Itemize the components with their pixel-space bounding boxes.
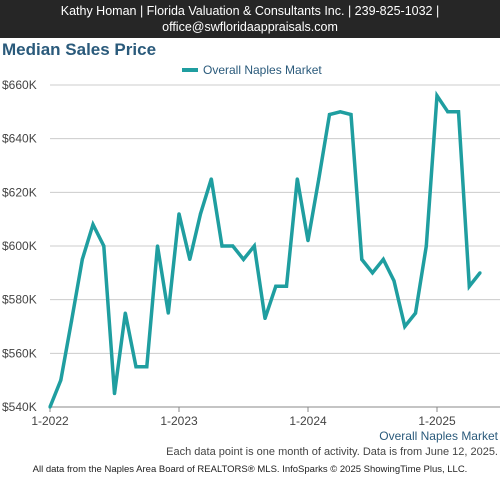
data-point <box>252 244 256 248</box>
data-point <box>467 284 471 288</box>
data-point <box>91 222 95 227</box>
data-point <box>295 177 299 181</box>
data-point <box>209 177 213 181</box>
footer-credit: All data from the Naples Area Board of R… <box>32 464 468 475</box>
data-point <box>69 319 74 323</box>
contact-header: Kathy Homan | Florida Valuation & Consul… <box>0 0 500 38</box>
y-tick-label: $620K <box>2 185 37 199</box>
data-point <box>102 244 106 248</box>
data-point <box>360 257 364 262</box>
data-point <box>80 257 84 262</box>
data-point <box>155 244 160 248</box>
data-point <box>413 311 418 315</box>
data-point <box>241 257 246 262</box>
data-point <box>349 112 353 117</box>
series-line-overall-naples-market <box>48 90 482 408</box>
y-tick-label: $580K <box>2 293 37 307</box>
data-point <box>478 271 482 275</box>
data-point <box>306 239 310 243</box>
data-point <box>274 284 278 288</box>
data-point <box>317 177 321 181</box>
x-tick-label: 1-2023 <box>160 414 198 428</box>
data-point <box>263 316 267 321</box>
data-point <box>166 311 170 315</box>
data-point <box>403 324 407 329</box>
data-point <box>456 110 461 114</box>
legend-swatch <box>182 68 198 72</box>
data-point <box>338 110 342 114</box>
x-tick-label: 1-2022 <box>31 414 69 428</box>
legend-label: Overall Naples Market <box>203 63 322 77</box>
data-point <box>134 365 138 369</box>
data-point <box>145 365 149 369</box>
data-note: Each data point is one month of activity… <box>166 446 498 458</box>
x-tick-label: 1-2025 <box>418 414 456 428</box>
data-point <box>59 378 63 382</box>
data-point <box>435 94 439 98</box>
line-chart: $540K $560K $580K $600K $620K $640K $660K 1-202… <box>2 78 500 428</box>
data-point <box>381 257 385 262</box>
chart-title: Median Sales Price <box>2 40 157 59</box>
data-point <box>231 244 235 248</box>
data-point <box>112 391 117 396</box>
data-point <box>220 244 224 248</box>
y-tick-label: $600K <box>2 239 37 253</box>
data-point <box>424 244 428 248</box>
data-point <box>327 112 332 117</box>
data-point <box>446 110 450 114</box>
contact-line-1: Kathy Homan | Florida Valuation & Consul… <box>60 4 440 18</box>
x-tick-label: 1-2024 <box>289 414 327 428</box>
chart-legend: Overall Naples Market <box>182 63 322 77</box>
y-tick-label: $640K <box>2 132 37 146</box>
data-point <box>392 279 396 283</box>
data-point <box>177 212 181 216</box>
data-point <box>123 311 127 315</box>
y-tick-label: $560K <box>2 346 37 360</box>
y-tick-label: $660K <box>2 78 37 92</box>
data-point <box>188 257 192 262</box>
market-label: Overall Naples Market <box>379 429 498 443</box>
data-point <box>284 284 289 288</box>
y-tick-label: $540K <box>2 400 37 414</box>
data-point <box>48 405 52 409</box>
data-point <box>198 212 203 216</box>
data-point <box>370 271 375 275</box>
contact-line-2: office@swfloridaappraisals.com <box>162 20 338 34</box>
